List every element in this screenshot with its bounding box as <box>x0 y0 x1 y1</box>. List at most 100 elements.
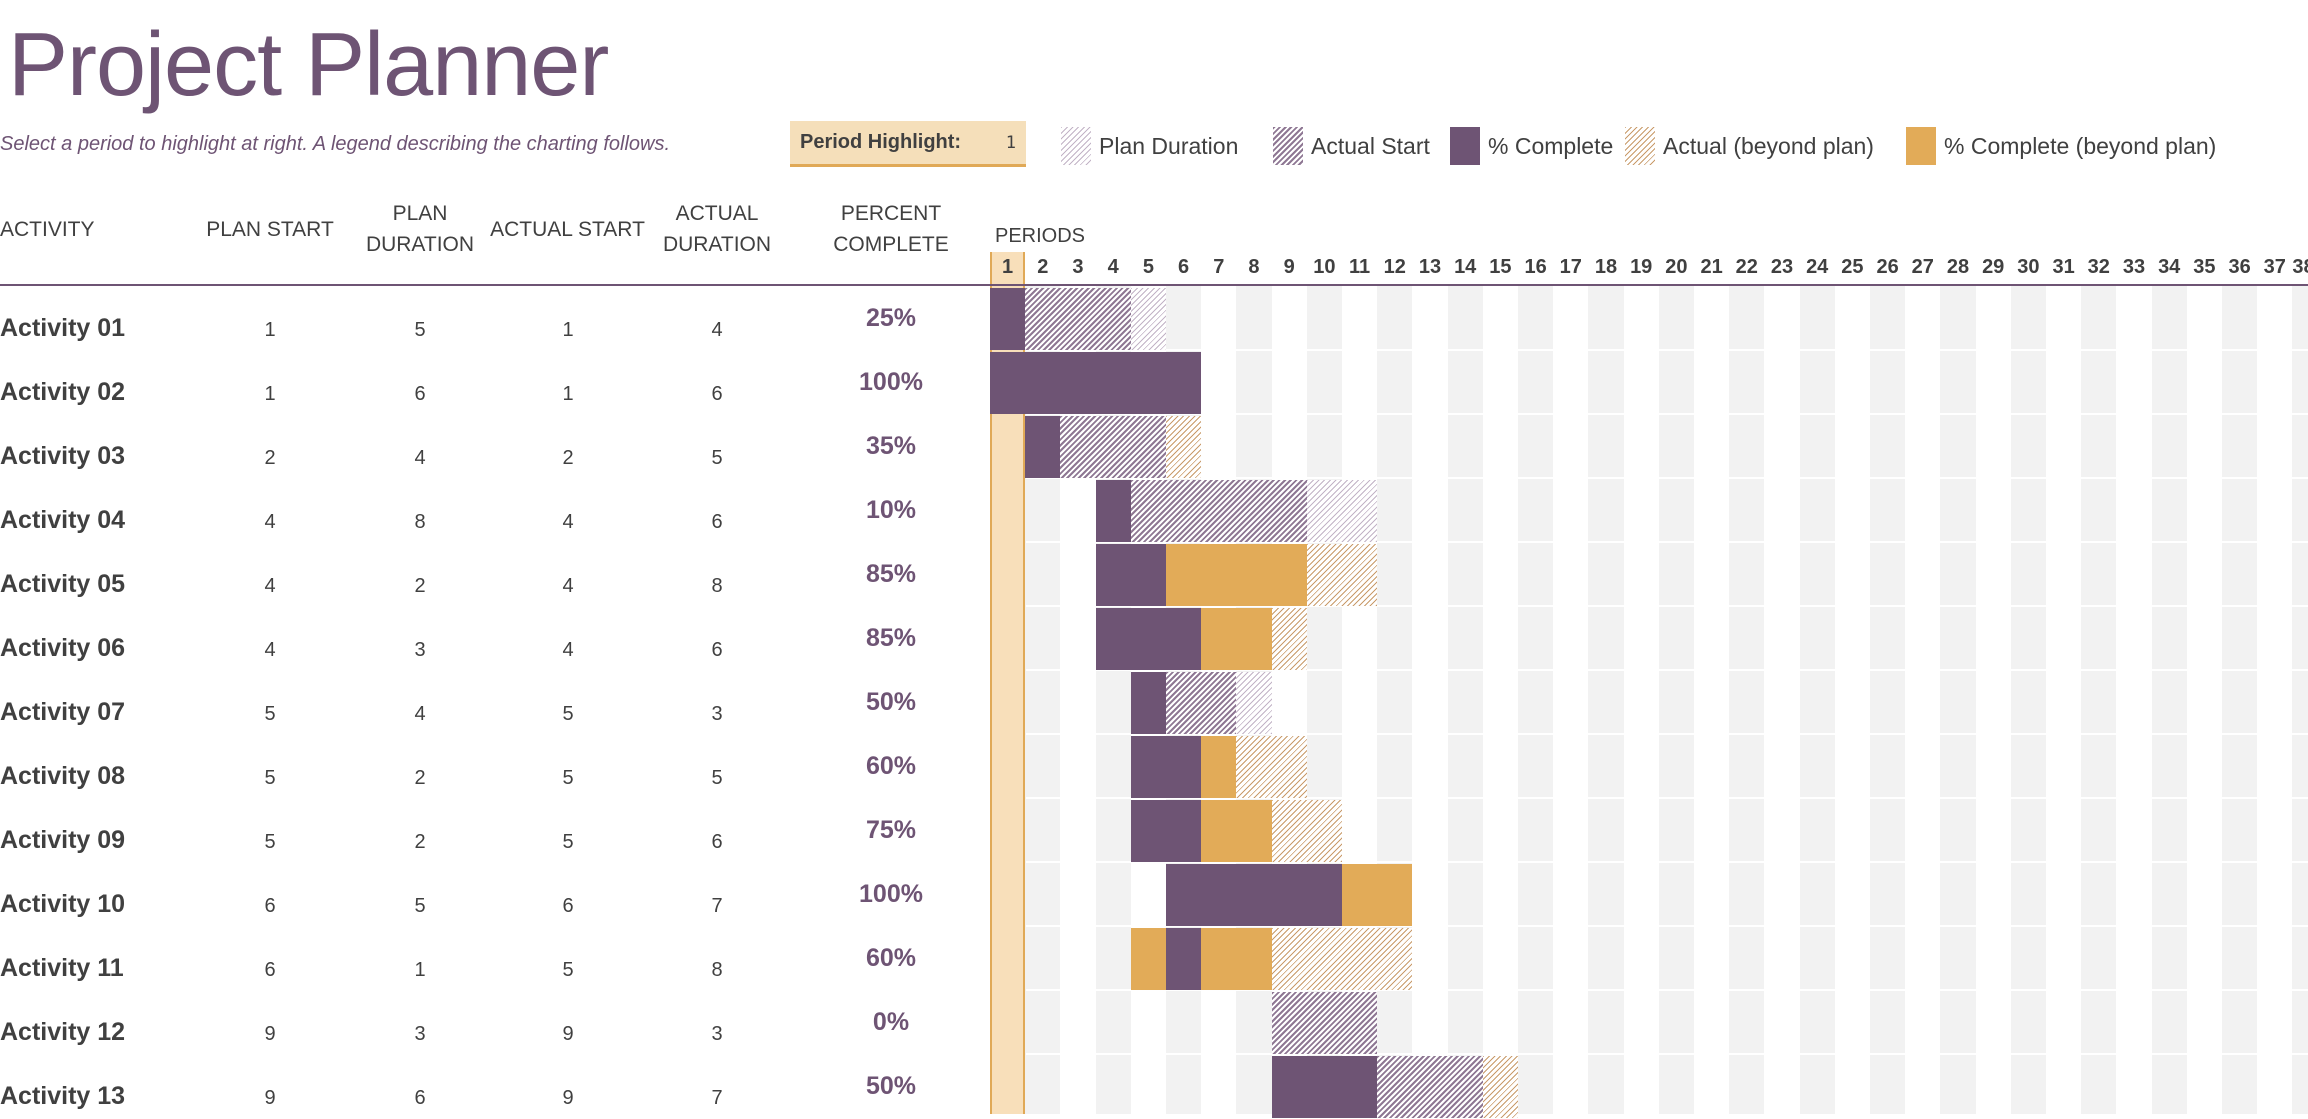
gantt-bar-complete-beyond <box>1201 928 1272 990</box>
gantt-bar-complete-beyond <box>1201 736 1237 798</box>
activity-name: Activity 12 <box>0 1018 126 1046</box>
actual-duration-cell: 8 <box>711 959 723 981</box>
period-stripe <box>1518 286 1554 1114</box>
period-number: 16 <box>1524 256 1547 278</box>
plan-start-cell: 9 <box>264 1087 276 1109</box>
legend-label: Actual (beyond plan) <box>1663 132 1874 159</box>
gantt-bar-beyond <box>1271 608 1307 670</box>
gantt-bar-complete <box>1166 928 1202 990</box>
actual-duration-cell: 7 <box>711 1087 723 1109</box>
legend-percent-complete-beyond: % Complete (beyond plan) <box>1906 126 2216 166</box>
period-stripe <box>2222 286 2258 1114</box>
actual-start-cell: 4 <box>562 639 574 661</box>
period-number: 24 <box>1806 256 1829 278</box>
period-number: 30 <box>2017 256 2040 278</box>
gantt-bar-actual <box>1060 416 1166 478</box>
period-number: 3 <box>1072 256 1084 278</box>
plan-start-cell: 2 <box>264 447 276 469</box>
percent-complete-cell: 100% <box>859 368 923 396</box>
actual-start-cell: 6 <box>562 895 574 917</box>
gantt-bar-beyond <box>1271 928 1413 990</box>
percent-complete-cell: 0% <box>872 1008 910 1036</box>
period-number: 38 <box>2292 256 2308 278</box>
actual-start-cell: 2 <box>562 447 574 469</box>
period-number: 29 <box>1982 256 2005 278</box>
period-stripe <box>2292 286 2308 1114</box>
header-plan-start: PLAN START <box>206 218 334 241</box>
row-separator <box>1026 413 2308 415</box>
period-highlight-input[interactable]: Period Highlight: 1 <box>790 121 1026 167</box>
gantt-bar-complete-beyond <box>1201 608 1272 670</box>
percent-complete-cell: 75% <box>865 816 917 844</box>
gantt-bar-plan <box>1306 480 1378 542</box>
period-stripe <box>2151 286 2187 1114</box>
period-number: 2 <box>1037 256 1049 278</box>
gantt-bar-complete <box>990 352 1202 414</box>
period-stripe <box>1799 286 1835 1114</box>
period-number: 11 <box>1349 256 1371 278</box>
gantt-bar-complete <box>1025 416 1061 478</box>
period-number: 33 <box>2122 256 2146 278</box>
period-highlight-value[interactable]: 1 <box>1005 132 1016 153</box>
activity-name: Activity 09 <box>0 826 126 854</box>
period-stripe <box>1729 286 1765 1114</box>
period-number: 23 <box>1770 256 1794 278</box>
actual-beyond-plan-icon <box>1625 127 1655 165</box>
period-number: 4 <box>1107 256 1119 278</box>
percent-complete-cell: 100% <box>859 880 923 908</box>
gantt-bar-complete <box>1166 864 1342 926</box>
period-stripe <box>1447 286 1483 1114</box>
period-number: 13 <box>1418 256 1442 278</box>
percent-complete-cell: 85% <box>865 560 917 588</box>
percent-complete-cell: 60% <box>865 752 917 780</box>
plan-duration-cell: 6 <box>414 383 426 405</box>
percent-complete-cell: 25% <box>865 304 917 332</box>
instructions-text: Select a period to highlight at right. A… <box>0 133 671 155</box>
percent-complete-cell: 35% <box>865 432 917 460</box>
percent-complete-cell: 85% <box>865 624 917 652</box>
period-number: 14 <box>1454 256 1477 278</box>
activity-name: Activity 05 <box>0 570 126 598</box>
plan-duration-cell: 5 <box>414 319 426 341</box>
actual-start-cell: 1 <box>562 383 574 405</box>
gantt-bar-complete <box>1095 608 1202 670</box>
actual-duration-cell: 6 <box>711 639 723 661</box>
plan-start-cell: 4 <box>264 511 276 533</box>
plan-start-cell: 4 <box>264 639 276 661</box>
percent-complete-cell: 10% <box>865 496 917 524</box>
percent-complete-beyond-icon <box>1906 127 1936 165</box>
legend-percent-complete: % Complete <box>1450 126 1613 166</box>
period-number: 22 <box>1735 256 1758 278</box>
period-number: 27 <box>1911 256 1934 278</box>
gantt-bar-actual <box>1271 992 1378 1054</box>
header-actual-duration: ACTUAL DURATION <box>662 202 772 256</box>
actual-duration-cell: 7 <box>711 895 723 917</box>
actual-start-cell: 1 <box>562 319 574 341</box>
period-stripe <box>2010 286 2046 1114</box>
period-number: 34 <box>2158 256 2181 278</box>
plan-start-cell: 1 <box>264 319 276 341</box>
gantt-bar-complete <box>1095 544 1166 606</box>
activity-name: Activity 08 <box>0 762 126 790</box>
gantt-bar-plan <box>1130 288 1166 350</box>
legend-label: Plan Duration <box>1099 132 1239 159</box>
header-percent-complete: PERCENT COMPLETE <box>833 202 949 256</box>
actual-duration-cell: 3 <box>711 703 723 725</box>
row-separator <box>1026 605 2308 607</box>
actual-start-cell: 5 <box>562 959 574 981</box>
row-separator <box>1026 861 2308 863</box>
plan-start-cell: 9 <box>264 1023 276 1045</box>
plan-duration-cell: 4 <box>414 447 426 469</box>
plan-duration-cell: 1 <box>414 959 426 981</box>
gantt-bar-complete-beyond <box>1166 544 1307 606</box>
header-divider <box>0 284 2308 286</box>
periods-label: PERIODS <box>995 225 1086 247</box>
activity-name: Activity 11 <box>0 954 124 982</box>
gantt-bar-beyond <box>1271 800 1342 862</box>
actual-duration-cell: 6 <box>711 383 723 405</box>
plan-duration-cell: 2 <box>414 831 426 853</box>
period-number: 9 <box>1283 256 1295 278</box>
percent-complete-cell: 60% <box>865 944 917 972</box>
period-number: 31 <box>2052 256 2075 278</box>
actual-duration-cell: 5 <box>711 767 723 789</box>
